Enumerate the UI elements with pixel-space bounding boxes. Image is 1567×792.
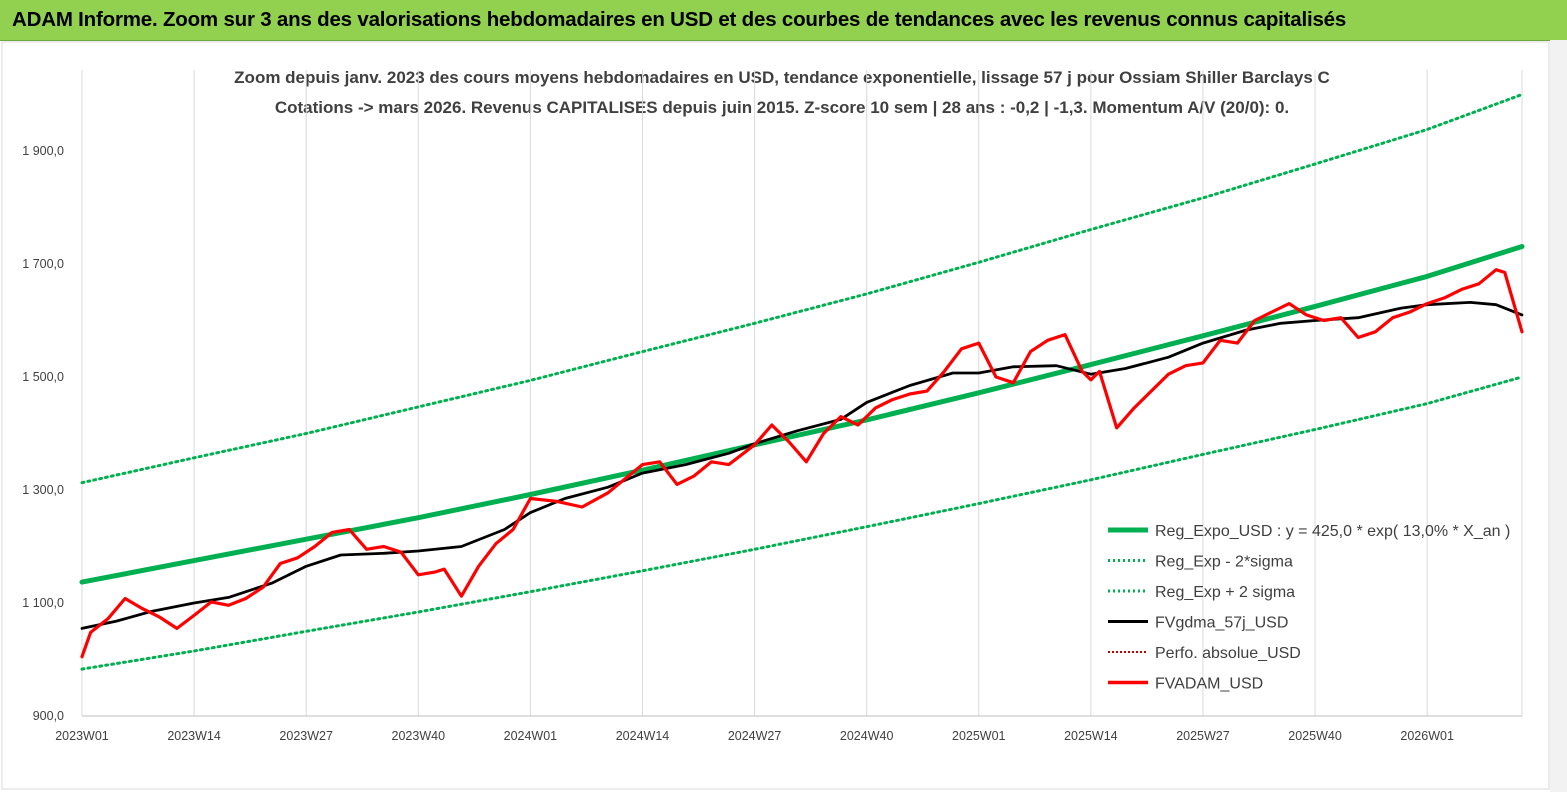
- chart-subtitle: Cotations -> mars 2026. Revenus CAPITALI…: [275, 98, 1289, 117]
- x-tick-label: 2024W01: [504, 729, 558, 743]
- banner-title: ADAM Informe. Zoom sur 3 ans des valoris…: [12, 8, 1347, 31]
- series-group: [79, 93, 1525, 671]
- x-tick-label: 2023W40: [392, 729, 446, 743]
- legend-fvadam-label: FVADAM_USD: [1155, 676, 1263, 693]
- series-fvadam: [80, 268, 1524, 659]
- x-axis: 2023W01 2023W14 2023W27 2023W40 2024W01 2024W…: [55, 715, 1522, 743]
- chart-title: Zoom depuis janv. 2023 des cours moyens …: [234, 68, 1330, 87]
- legend: Reg_Expo_USD : y = 425,0 * exp( 13,0% * …: [1108, 523, 1510, 693]
- series-reg-expo: [79, 244, 1525, 585]
- x-tick-label: 2025W27: [1176, 729, 1230, 743]
- series-fvgdma-57j: [80, 300, 1524, 630]
- legend-reg-expo-label: Reg_Expo_USD : y = 425,0 * exp( 13,0% * …: [1155, 523, 1510, 540]
- x-tick-label: 2024W27: [728, 729, 782, 743]
- series-reg-exp-plus-2sigma: [80, 93, 1524, 485]
- x-tick-label: 2024W40: [840, 729, 894, 743]
- x-tick-label: 2023W14: [167, 729, 221, 743]
- y-tick-label: 1 100,0: [22, 596, 64, 610]
- x-tick-label: 2026W01: [1400, 729, 1454, 743]
- x-tick-label: 2024W14: [616, 729, 670, 743]
- legend-reg-exp-plus-2sigma-label: Reg_Exp + 2 sigma: [1155, 584, 1295, 601]
- y-tick-label: 900,0: [33, 709, 64, 723]
- y-tick-label: 1 500,0: [22, 370, 64, 384]
- y-axis: 900,0 1 100,0 1 300,0 1 500,0 1 700,0 1 900,0: [22, 144, 64, 723]
- grid: [81, 70, 1523, 716]
- legend-fvgdma-57j-label: FVgdma_57j_USD: [1155, 615, 1288, 632]
- legend-reg-exp-minus-2sigma-label: Reg_Exp - 2*sigma: [1155, 554, 1293, 571]
- y-tick-label: 1 700,0: [22, 257, 64, 271]
- banner: ADAM Informe. Zoom sur 3 ans des valoris…: [0, 0, 1567, 41]
- right-scroll-margin: [1550, 40, 1567, 792]
- x-tick-label: 2025W01: [952, 729, 1006, 743]
- x-tick-label: 2023W01: [55, 729, 109, 743]
- y-tick-label: 1 900,0: [22, 144, 64, 158]
- legend-perfo-absolue-label: Perfo. absolue_USD: [1155, 645, 1301, 662]
- x-tick-label: 2025W14: [1064, 729, 1118, 743]
- x-tick-label: 2025W40: [1288, 729, 1342, 743]
- y-tick-label: 1 300,0: [22, 483, 64, 497]
- chart-area-border: [1, 41, 1550, 790]
- x-tick-label: 2023W27: [279, 729, 333, 743]
- series-reg-exp-minus-2sigma: [80, 375, 1524, 671]
